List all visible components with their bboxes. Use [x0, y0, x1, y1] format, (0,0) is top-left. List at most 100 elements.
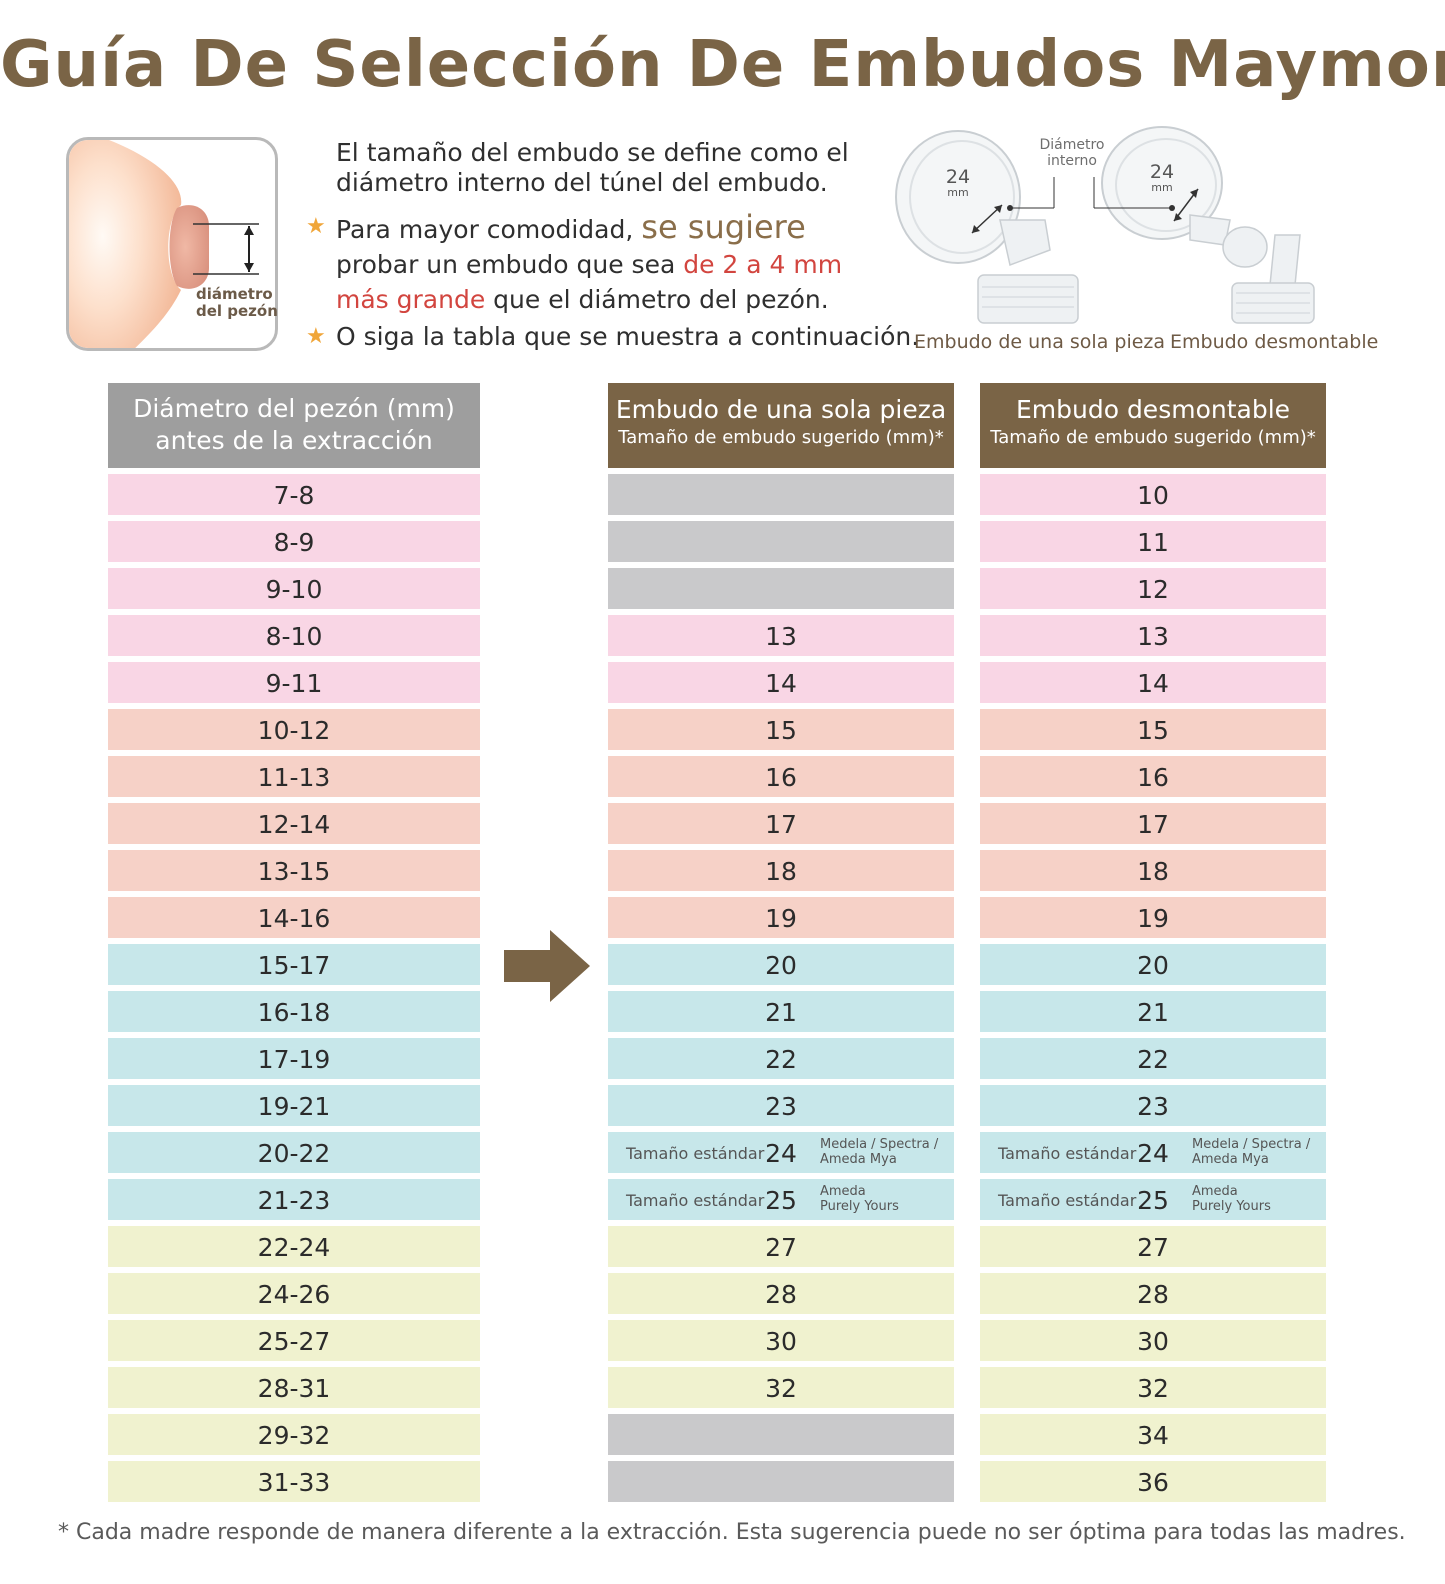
breast-shield-icon — [895, 126, 1315, 324]
nipple-size-cell: 9-11 — [108, 662, 480, 703]
nipple-diameter-header: Diámetro del pezón (mm) antes de la extr… — [108, 383, 480, 468]
nipple-size-cell: 9-10 — [108, 568, 480, 609]
cell-value: 17 — [765, 810, 797, 839]
nipple-size-cell: 19-21 — [108, 1085, 480, 1126]
one-piece-size-cell: 14 — [608, 662, 954, 703]
cell-value: 15 — [1137, 716, 1169, 745]
size-marker-one-piece: 24 mm — [945, 166, 971, 199]
compatible-brands-label: Ameda Purely Yours — [820, 1184, 899, 1214]
cell-value: 13-15 — [257, 857, 331, 886]
cell-value: 8-9 — [273, 528, 315, 557]
detachable-size-cell: 12 — [980, 568, 1326, 609]
range-highlight: de 2 a 4 mm — [683, 250, 843, 279]
nipple-size-cell: 22-24 — [108, 1226, 480, 1267]
cell-value: 7-8 — [273, 481, 315, 510]
cell-value: 12-14 — [257, 810, 331, 839]
page-title: Guía De Selección De Embudos Maymom — [0, 28, 1445, 102]
cell-value: 10 — [1137, 481, 1169, 510]
nipple-illustration — [66, 137, 278, 351]
empty-cell — [608, 521, 954, 562]
detachable-size-cell: 28 — [980, 1273, 1326, 1314]
intro-line-1: El tamaño del embudo se define como el — [336, 138, 849, 167]
nipple-size-cell: 12-14 — [108, 803, 480, 844]
nipple-size-cell: 14-16 — [108, 897, 480, 938]
star-icon: ★ — [306, 214, 326, 239]
one-piece-caption: Embudo de una sola pieza — [914, 331, 1166, 353]
one-piece-size-cell: 20 — [608, 944, 954, 985]
one-piece-size-cell: 17 — [608, 803, 954, 844]
one-piece-size-cell: 16 — [608, 756, 954, 797]
nipple-size-cell: 21-23 — [108, 1179, 480, 1220]
tip1-line-2: probar un embudo que sea de 2 a 4 mm — [336, 250, 843, 279]
empty-cell — [608, 568, 954, 609]
empty-cell — [608, 1414, 954, 1455]
cell-value: 17-19 — [257, 1045, 331, 1074]
detachable-size-cell: 27 — [980, 1226, 1326, 1267]
one-piece-size-cell: 32 — [608, 1367, 954, 1408]
cell-value: 19 — [765, 904, 797, 933]
cell-value: 31-33 — [257, 1468, 331, 1497]
detachable-size-cell: 34 — [980, 1414, 1326, 1455]
cell-value: 9-10 — [265, 575, 323, 604]
cell-value: 36 — [1137, 1468, 1169, 1497]
cell-value: 18 — [765, 857, 797, 886]
cell-value: 32 — [765, 1374, 797, 1403]
empty-cell — [608, 1461, 954, 1502]
one-piece-size-cell: 24 Tamaño estándar Medela / Spectra / Ameda… — [608, 1132, 954, 1173]
nipple-size-cell: 10-12 — [108, 709, 480, 750]
detachable-size-cell: 24 Tamaño estándar Medela / Spectra / Ameda… — [980, 1132, 1326, 1173]
detachable-size-cell: 11 — [980, 521, 1326, 562]
one-piece-header: Embudo de una sola pieza Tamaño de embud… — [608, 383, 954, 468]
cell-value: 29-32 — [257, 1421, 331, 1450]
nipple-size-cell: 11-13 — [108, 756, 480, 797]
nipple-size-cell: 15-17 — [108, 944, 480, 985]
nipple-size-cell: 8-9 — [108, 521, 480, 562]
cell-value: 21 — [765, 998, 797, 1027]
detachable-size-cell: 25 Tamaño estándar Ameda Purely Yours — [980, 1179, 1326, 1220]
cell-value: 24 — [1137, 1139, 1169, 1168]
detachable-size-cell: 13 — [980, 615, 1326, 656]
detachable-size-cell: 21 — [980, 991, 1326, 1032]
cell-value: 11-13 — [257, 763, 331, 792]
cell-value: 32 — [1137, 1374, 1169, 1403]
cell-value: 16 — [1137, 763, 1169, 792]
cell-value: 25 — [1137, 1186, 1169, 1215]
one-piece-size-cell: 23 — [608, 1085, 954, 1126]
larger-highlight: más grande — [336, 285, 486, 314]
cell-value: 28-31 — [257, 1374, 331, 1403]
nipple-size-cell: 7-8 — [108, 474, 480, 515]
cell-value: 14 — [765, 669, 797, 698]
one-piece-size-cell: 30 — [608, 1320, 954, 1361]
cell-value: 28 — [765, 1280, 797, 1309]
one-piece-size-cell: 25 Tamaño estándar Ameda Purely Yours — [608, 1179, 954, 1220]
cell-value: 25-27 — [257, 1327, 331, 1356]
standard-size-label: Tamaño estándar — [626, 1191, 765, 1210]
one-piece-size-cell: 19 — [608, 897, 954, 938]
cell-value: 22 — [765, 1045, 797, 1074]
cell-value: 24 — [765, 1139, 797, 1168]
cell-value: 24-26 — [257, 1280, 331, 1309]
cell-value: 22-24 — [257, 1233, 331, 1262]
cell-value: 19-21 — [257, 1092, 331, 1121]
detachable-size-cell: 17 — [980, 803, 1326, 844]
detachable-size-cell: 32 — [980, 1367, 1326, 1408]
standard-size-label: Tamaño estándar — [998, 1191, 1137, 1210]
nipple-size-cell: 13-15 — [108, 850, 480, 891]
detachable-size-cell: 15 — [980, 709, 1326, 750]
cell-value: 16-18 — [257, 998, 331, 1027]
nipple-size-cell: 16-18 — [108, 991, 480, 1032]
cell-value: 23 — [1137, 1092, 1169, 1121]
inner-diameter-label: Diámetro interno — [1039, 137, 1105, 169]
cell-value: 14-16 — [257, 904, 331, 933]
nipple-size-cell: 24-26 — [108, 1273, 480, 1314]
cell-value: 23 — [765, 1092, 797, 1121]
nipple-size-cell: 8-10 — [108, 615, 480, 656]
cell-value: 15-17 — [257, 951, 331, 980]
one-piece-size-cell: 27 — [608, 1226, 954, 1267]
tip2-line: O siga la tabla que se muestra a continu… — [336, 322, 920, 351]
empty-cell — [608, 474, 954, 515]
detachable-caption: Embudo desmontable — [1170, 331, 1379, 353]
standard-size-label: Tamaño estándar — [998, 1144, 1137, 1163]
tip1-line-1: Para mayor comodidad, se sugiere — [336, 208, 806, 246]
cell-value: 9-11 — [265, 669, 323, 698]
